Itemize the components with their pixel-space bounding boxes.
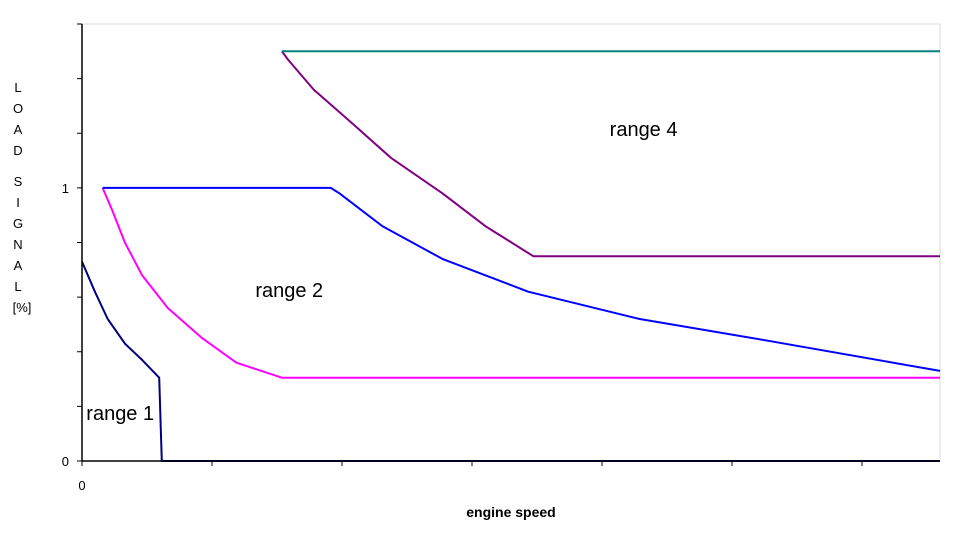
y-axis-label-unit: [%] — [12, 300, 32, 315]
x-axis-label: engine speed — [466, 504, 556, 520]
y-tick-label: 1 — [62, 181, 69, 196]
series-layer — [81, 50, 941, 462]
series-line-1 — [81, 261, 940, 462]
y-axis-label-letter: A — [13, 258, 23, 273]
y-axis-label-letter: S — [13, 174, 23, 189]
y-axis-label-letter: D — [13, 143, 23, 158]
region-label: range 4 — [610, 119, 678, 141]
y-axis-label-letter: L — [14, 279, 22, 294]
region-label: range 1 — [86, 403, 154, 425]
series-line-4 — [281, 50, 940, 258]
label-layer: 0 1 0 range 1 range 2 range 4 — [62, 119, 678, 493]
y-axis-label-letter: N — [13, 237, 23, 252]
series-line-3 — [102, 186, 941, 372]
region-label: range 2 — [255, 280, 323, 302]
series-line-2 — [101, 187, 940, 379]
y-axis-label-letter: G — [12, 216, 24, 231]
x-tick-label: 0 — [78, 478, 85, 493]
y-axis-label-letter: A — [13, 122, 23, 137]
y-axis-label-letter: L — [14, 80, 22, 95]
y-axis-label-letter: O — [12, 101, 24, 116]
y-tick-label: 0 — [62, 454, 69, 469]
y-axis-label-letter: I — [16, 195, 20, 210]
axis-layer — [77, 23, 940, 466]
